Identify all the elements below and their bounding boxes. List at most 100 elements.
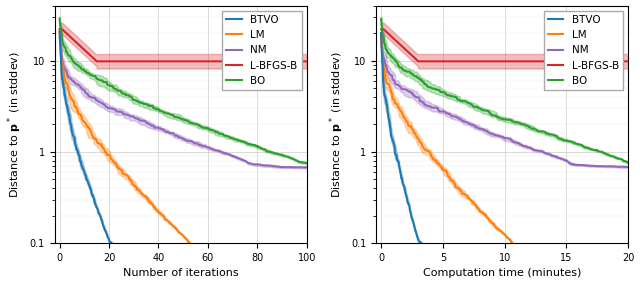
Y-axis label: Distance to $\mathbf{p}^*$ (in stddev): Distance to $\mathbf{p}^*$ (in stddev) (327, 51, 346, 198)
Legend: BTVO, LM, NM, L-BFGS-B, BO: BTVO, LM, NM, L-BFGS-B, BO (543, 11, 623, 90)
Line: BO: BO (60, 19, 307, 163)
BO (203, 126, 211, 130)
X-axis label: Computation time (minutes): Computation time (minutes) (423, 268, 581, 278)
BO (56, 17, 63, 20)
BTVO (496, 246, 504, 250)
NM (511, 141, 518, 144)
LM (496, 229, 504, 232)
L-BFGS-B (56, 28, 63, 31)
L-BFGS-B (259, 60, 266, 63)
LM (619, 248, 627, 252)
BTVO (524, 246, 532, 250)
LM (378, 33, 385, 37)
L-BFGS-B (204, 60, 211, 63)
BTVO (303, 247, 310, 250)
L-BFGS-B (625, 60, 632, 63)
LM (173, 228, 181, 232)
LM (301, 248, 309, 252)
L-BFGS-B (378, 28, 385, 31)
NM (301, 166, 309, 169)
BTVO (619, 247, 627, 250)
L-BFGS-B (415, 60, 422, 63)
BO (303, 161, 310, 165)
L-BFGS-B (175, 60, 183, 63)
LM (189, 243, 197, 247)
LM (175, 230, 182, 233)
BO (175, 116, 182, 119)
BTVO (625, 247, 632, 250)
L-BFGS-B (525, 60, 532, 63)
Line: LM: LM (60, 32, 307, 250)
LM (259, 248, 266, 251)
LM (495, 228, 502, 231)
BTVO (259, 247, 266, 250)
NM (580, 163, 588, 167)
NM (175, 135, 182, 139)
NM (189, 141, 197, 144)
L-BFGS-B (511, 60, 519, 63)
LM (524, 246, 532, 249)
BO (189, 122, 197, 125)
LM (511, 243, 518, 247)
BTVO (580, 247, 588, 250)
BO (303, 161, 310, 165)
NM (303, 166, 310, 169)
NM (173, 134, 181, 137)
BTVO (289, 247, 297, 250)
L-BFGS-B (93, 60, 100, 63)
NM (624, 165, 632, 169)
BTVO (511, 246, 518, 250)
NM (203, 145, 211, 149)
L-BFGS-B (190, 60, 198, 63)
BO (496, 117, 504, 120)
LM (303, 248, 310, 252)
Line: L-BFGS-B: L-BFGS-B (381, 29, 628, 61)
NM (618, 165, 626, 168)
BTVO (495, 246, 502, 250)
BO (378, 17, 385, 21)
L-BFGS-B (619, 60, 627, 63)
Line: L-BFGS-B: L-BFGS-B (60, 29, 307, 61)
BO (495, 116, 502, 119)
BTVO (203, 247, 211, 250)
NM (496, 135, 504, 138)
L-BFGS-B (495, 60, 503, 63)
BO (524, 124, 532, 128)
NM (524, 145, 532, 149)
BTVO (378, 31, 385, 35)
LM (580, 248, 588, 252)
Line: NM: NM (381, 37, 628, 167)
BO (173, 116, 181, 119)
Line: NM: NM (60, 37, 307, 167)
NM (495, 134, 502, 137)
Line: LM: LM (381, 35, 628, 250)
L-BFGS-B (303, 60, 310, 63)
NM (297, 166, 305, 169)
LM (203, 246, 211, 250)
NM (56, 36, 63, 39)
LM (625, 248, 632, 252)
NM (625, 165, 632, 169)
BTVO (189, 247, 197, 250)
BO (625, 160, 632, 164)
LM (606, 248, 614, 252)
Y-axis label: Distance to $\mathbf{p}^*$ (in stddev): Distance to $\mathbf{p}^*$ (in stddev) (6, 51, 24, 198)
NM (259, 163, 266, 167)
Line: BTVO: BTVO (60, 32, 307, 249)
Legend: BTVO, LM, NM, L-BFGS-B, BO: BTVO, LM, NM, L-BFGS-B, BO (222, 11, 301, 90)
BO (297, 160, 305, 164)
L-BFGS-B (298, 60, 305, 63)
BO (259, 147, 266, 150)
L-BFGS-B (497, 60, 504, 63)
BTVO (298, 247, 305, 250)
Line: BTVO: BTVO (381, 33, 628, 248)
BTVO (173, 246, 181, 250)
LM (297, 248, 305, 251)
BO (580, 145, 588, 148)
L-BFGS-B (580, 60, 588, 63)
BO (618, 158, 626, 161)
L-BFGS-B (173, 60, 181, 63)
LM (56, 31, 63, 34)
BTVO (56, 30, 63, 33)
Line: BO: BO (381, 19, 628, 162)
